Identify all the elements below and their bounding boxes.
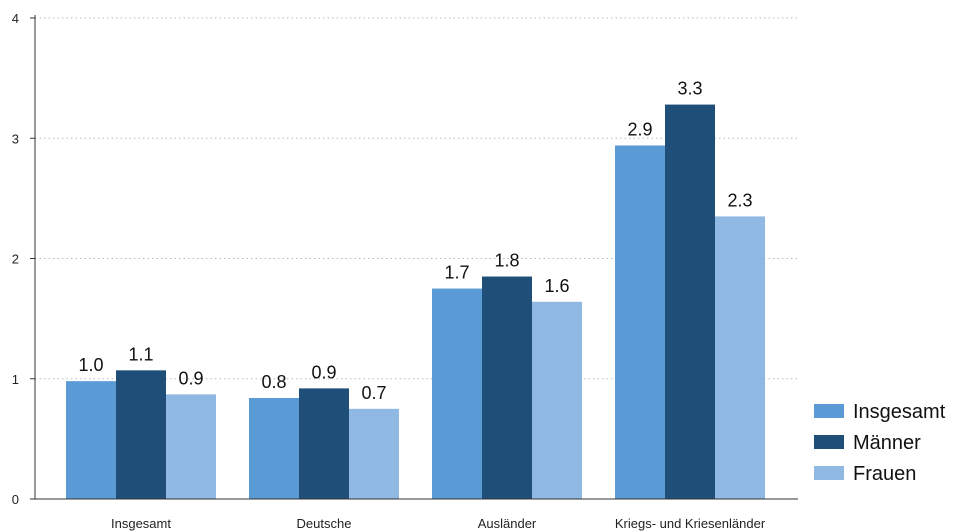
- data-label: 0.9: [311, 362, 336, 382]
- data-label: 1.8: [494, 251, 519, 271]
- y-tick-label: 1: [12, 372, 19, 387]
- data-label: 0.9: [178, 368, 203, 388]
- data-label: 1.6: [544, 276, 569, 296]
- y-tick-label: 4: [12, 11, 19, 26]
- data-label: 3.3: [677, 79, 702, 99]
- x-tick-label: Kriegs- und Kriesenländer: [615, 516, 766, 531]
- data-label: 1.1: [128, 344, 153, 364]
- y-axis: 0 1 2 3 4: [12, 11, 35, 507]
- legend-swatch: [814, 435, 844, 449]
- data-label: 1.7: [444, 263, 469, 283]
- x-axis: Insgesamt Deutsche Ausländer Kriegs- und Kr…: [111, 516, 766, 531]
- bar: [482, 276, 532, 499]
- y-tick-label: 0: [12, 492, 19, 507]
- legend-swatch: [814, 466, 844, 480]
- data-label: 1.0: [78, 355, 103, 375]
- data-label: 2.3: [727, 190, 752, 210]
- data-label: 0.7: [361, 383, 386, 403]
- legend-swatch: [814, 404, 844, 418]
- bar: [299, 388, 349, 499]
- bar: [249, 397, 299, 499]
- bar: [532, 301, 582, 499]
- legend-label: Männer: [853, 432, 921, 454]
- y-tick-label: 2: [12, 252, 19, 267]
- bar: [349, 408, 399, 499]
- bar: [615, 145, 665, 499]
- data-labels: 1.0 1.1 0.9 0.8 0.9 0.7 1.7 1.8 1.6 2.9 3.3 2.3: [78, 79, 752, 403]
- legend-label: Insgesamt: [853, 401, 946, 423]
- bar: [166, 394, 216, 499]
- bar: [665, 104, 715, 499]
- y-tick-label: 3: [12, 131, 19, 146]
- x-tick-label: Insgesamt: [111, 516, 171, 531]
- x-tick-label: Ausländer: [478, 516, 537, 531]
- bar: [66, 381, 116, 499]
- bar: [715, 216, 765, 499]
- bar: [116, 370, 166, 499]
- legend-label: Frauen: [853, 463, 916, 485]
- bars: [66, 104, 765, 499]
- data-label: 0.8: [261, 372, 286, 392]
- data-label: 2.9: [627, 119, 652, 139]
- legend: Insgesamt Männer Frauen: [814, 401, 946, 485]
- x-tick-label: Deutsche: [297, 516, 352, 531]
- bar: [432, 288, 482, 499]
